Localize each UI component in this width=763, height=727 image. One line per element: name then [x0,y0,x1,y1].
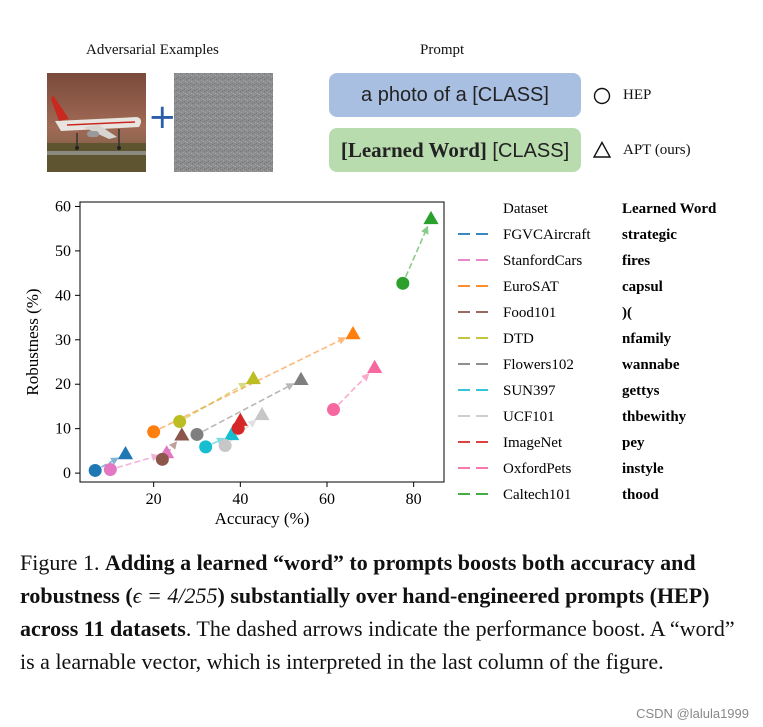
y-axis-label: Robustness (%) [23,288,42,395]
hep-point [190,427,204,441]
hep-point [147,425,161,439]
hep-point [88,463,102,477]
legend-learned-word: gettys [622,383,660,399]
apt-point [224,426,240,441]
apt-point [254,406,270,421]
legend-dataset-name: StanfordCars [503,253,582,269]
csdn-watermark: CSDN @lalula1999 [636,706,749,721]
hep-legend-label: HEP [623,87,652,103]
boost-arrow [116,453,160,469]
class-token: [CLASS] [486,139,570,162]
legend-learned-word: wannabe [622,357,680,373]
apt-point [293,371,309,385]
hep-prompt-box: a photo of a [CLASS] [329,73,581,117]
legend-learned-word: thood [622,487,659,503]
circle-icon [593,87,611,105]
apt-point [423,210,439,225]
legend-learned-word: strategic [622,227,677,243]
y-tick-label: 0 [63,465,71,482]
y-tick-label: 40 [55,287,71,304]
y-tick-label: 60 [55,198,71,215]
apt-point [345,326,361,340]
apt-legend-label: APT (ours) [623,142,691,158]
legend-learned-word: fires [622,253,650,269]
caption-math: ϵ = 4/255 [132,583,218,608]
legend-dataset-name: ImageNet [503,435,563,451]
apt-point [174,427,190,441]
hep-point [199,440,213,454]
x-axis-label: Accuracy (%) [215,509,310,528]
y-tick-label: 30 [55,332,71,349]
x-tick-label: 60 [319,491,335,508]
legend-dataset-name: DTD [503,331,534,347]
adversarial-examples-label: Adversarial Examples [86,42,219,58]
apt-prompt-box: [Learned Word] [CLASS] [329,128,581,172]
boost-arrow [211,437,225,445]
apt-point [232,412,248,426]
legend-dataset-name: SUN397 [503,383,556,399]
x-tick-label: 20 [146,491,162,508]
caption-bold-part1: Adding a learned “word” to prompts boost… [20,550,696,608]
legend-header-dataset: Dataset [503,201,549,217]
legend-learned-word: instyle [622,461,664,477]
hep-point [173,415,187,429]
boost-arrow [337,373,370,406]
boost-arrow [404,225,429,278]
legend-dataset-name: Flowers102 [503,357,574,373]
x-tick-label: 40 [232,491,248,508]
x-tick-label: 80 [406,491,422,508]
learned-word-token: [Learned Word] [340,137,487,162]
noise-image [174,73,273,172]
legend-learned-word: nfamily [622,331,672,347]
figure-caption: Figure 1. Adding a learned “word” to pro… [20,546,740,678]
boost-arrow [202,383,295,432]
hep-point [396,276,410,290]
y-tick-label: 50 [55,243,71,260]
hep-point [327,403,340,417]
apt-prompt-text: [Learned Word] [CLASS] [341,138,569,163]
apt-point [117,446,134,460]
legend-dataset-name: FGVCAircraft [503,227,591,243]
y-tick-label: 20 [55,376,71,393]
hep-point [103,463,117,477]
legend-dataset-name: UCF101 [503,409,555,425]
hep-point [218,439,232,453]
airplane-image [47,73,146,172]
boost-arrow [185,382,247,419]
legend-learned-word: thbewithy [622,409,687,425]
apt-point [245,370,261,385]
legend-header-learned-word: Learned Word [622,201,717,217]
legend-dataset-name: OxfordPets [503,461,571,477]
scatter-chart: 20 40 60 80 0 10 20 30 40 50 60 Accuracy (%) Robustn… [23,198,717,528]
legend-learned-word: )( [622,305,632,321]
y-tick-label: 10 [55,421,71,438]
plus-sign: + [148,97,177,137]
triangle-icon [593,141,611,158]
plot-frame [79,201,445,483]
hep-prompt-text: a photo of a [CLASS] [361,83,549,106]
legend-learned-word: capsul [622,279,663,295]
prompt-label: Prompt [420,42,465,58]
legend-learned-word: pey [622,435,645,451]
legend-dataset-name: Caltech101 [503,487,571,503]
boost-arrow [100,457,119,468]
caption-bold-part2: ) substantially over hand-engineered pro… [20,583,710,641]
caption-rest: . The dashed arrows indicate the perform… [20,616,735,674]
legend-dataset-name: Food101 [503,305,556,321]
legend-dataset-name: EuroSAT [503,279,559,295]
caption-prefix: Figure 1. [20,550,105,575]
apt-point [367,359,383,373]
hep-point [155,452,169,466]
